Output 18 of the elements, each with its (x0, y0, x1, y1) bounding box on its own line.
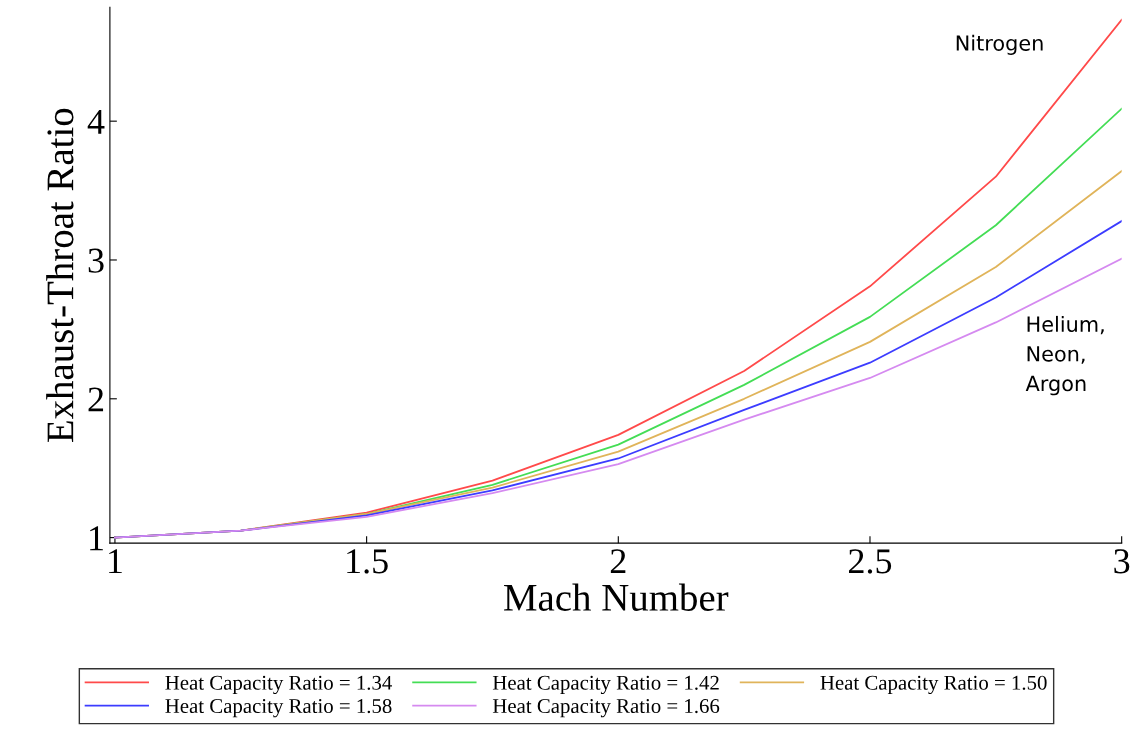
x-tick-label: 1 (109, 549, 122, 574)
y-tick-label: 3 (88, 248, 104, 273)
y-tick-label: 2 (88, 387, 104, 412)
annotation: Helium, Neon, Argon (1025, 315, 1104, 396)
legend-label: Heat Capacity Ratio = 1.34 (165, 675, 392, 695)
x-tick-label: 1.5 (347, 549, 388, 574)
x-tick-label: 3 (1114, 549, 1130, 574)
y-axis-title: Exhaust-Throat Ratio (46, 108, 74, 443)
x-axis-title: Mach Number (504, 583, 729, 611)
y-tick-label: 1 (90, 526, 103, 551)
y-tick-label: 4 (87, 109, 105, 134)
legend-label: Heat Capacity Ratio = 1.66 (492, 699, 720, 718)
annotation: Nitrogen (956, 34, 1043, 55)
legend-label: Heat Capacity Ratio = 1.50 (820, 675, 1047, 695)
x-tick-label: 2 (610, 549, 626, 574)
x-tick-label: 2.5 (849, 549, 892, 574)
legend-label: Heat Capacity Ratio = 1.42 (492, 675, 719, 695)
legend-label: Heat Capacity Ratio = 1.58 (165, 698, 392, 718)
